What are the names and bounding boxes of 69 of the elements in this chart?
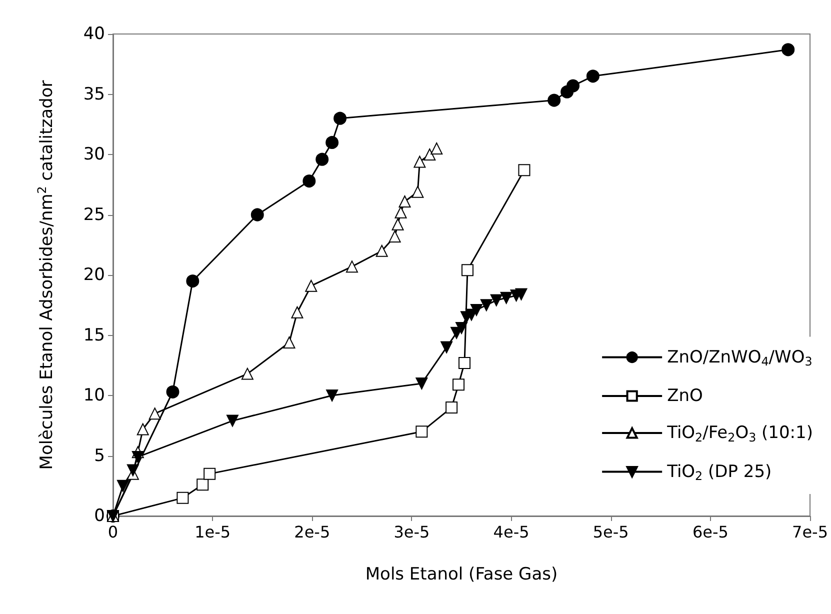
point: [334, 112, 347, 125]
point: [136, 423, 149, 436]
point: [196, 478, 209, 491]
x-tick-label: 5e-5: [592, 522, 629, 542]
point: [226, 414, 238, 427]
point: [416, 426, 428, 438]
x-tick-label: 6e-5: [692, 522, 728, 542]
point: [414, 156, 426, 168]
point: [548, 94, 561, 107]
point: [305, 280, 318, 292]
point: [176, 492, 189, 504]
point: [116, 480, 129, 492]
y-tick-label: 5: [94, 446, 105, 466]
x-tick-label: 3e-5: [394, 522, 430, 542]
y-tick-label: 15: [83, 325, 105, 346]
point: [566, 79, 580, 92]
legend-label: ZnO: [667, 386, 703, 406]
point: [480, 299, 492, 312]
point: [392, 218, 404, 230]
point: [302, 174, 316, 188]
point: [398, 195, 411, 208]
point: [782, 43, 795, 56]
point: [388, 230, 401, 242]
point: [250, 208, 264, 222]
point: [458, 356, 470, 369]
point: [326, 390, 338, 402]
x-tick-label: 4e-5: [493, 522, 530, 542]
point: [440, 341, 453, 354]
y-axis-title: Molècules Etanol Adsorbides/nm2 catalitzador: [34, 80, 57, 470]
point: [148, 408, 161, 420]
point: [283, 336, 296, 348]
point: [518, 164, 530, 176]
x-axis-title: Mols Etanol (Fase Gas): [365, 564, 558, 584]
y-tick-label: 20: [83, 265, 105, 285]
point: [316, 152, 329, 166]
point: [446, 402, 458, 414]
point: [452, 378, 465, 391]
point: [204, 468, 216, 480]
point: [326, 136, 339, 149]
point: [412, 186, 424, 198]
x-tick-label: 1e-5: [194, 522, 231, 542]
point: [241, 368, 254, 380]
y-tick-label: 10: [83, 386, 105, 406]
y-tick-label: 25: [83, 204, 105, 225]
point: [456, 322, 468, 334]
point: [416, 377, 428, 390]
point: [166, 385, 180, 398]
point: [291, 306, 304, 318]
point: [346, 260, 358, 273]
point: [500, 292, 512, 304]
point: [132, 450, 144, 463]
point: [586, 70, 600, 83]
point: [515, 288, 528, 300]
point: [376, 244, 388, 257]
y-tick-label: 0: [94, 506, 105, 526]
x-tick-label: 7e-5: [792, 522, 828, 542]
point: [186, 274, 200, 288]
x-tick-label: 0: [108, 522, 118, 542]
point: [394, 206, 407, 218]
y-tick-label: 30: [83, 144, 105, 164]
x-tick-label: 2e-5: [294, 522, 330, 542]
y-tick-label: 40: [83, 24, 105, 44]
point: [490, 294, 502, 306]
point: [126, 464, 139, 476]
point: [470, 304, 482, 316]
point: [461, 264, 474, 276]
point: [430, 142, 443, 154]
point: [424, 148, 436, 160]
y-tick-label: 35: [83, 84, 105, 104]
